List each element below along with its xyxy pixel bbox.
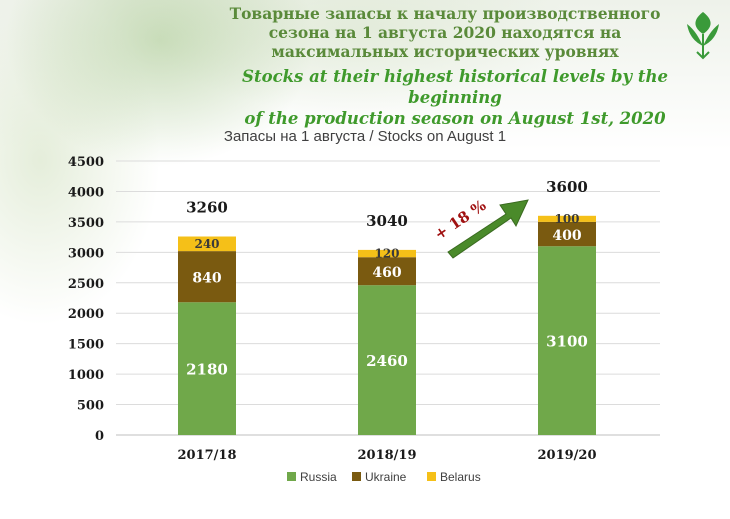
- data-label: 2460: [366, 352, 408, 370]
- title-en-line: of the production season on August 1st, …: [244, 109, 666, 128]
- y-tick-label: 4000: [68, 185, 104, 200]
- legend-label: Russia: [300, 470, 337, 484]
- y-tick-label: 500: [77, 399, 104, 414]
- data-label: 120: [374, 247, 399, 261]
- bar-segment-russia: [358, 285, 416, 435]
- data-label: 100: [554, 212, 579, 226]
- x-tick-label: 2018/19: [357, 448, 416, 463]
- bar-segment-ukraine: [538, 221, 596, 247]
- total-label: 3260: [186, 199, 228, 217]
- total-label: 3600: [546, 178, 588, 196]
- y-tick-label: 1000: [68, 368, 104, 383]
- bar-segment-ukraine: [358, 257, 416, 286]
- legend-label: Belarus: [440, 470, 481, 484]
- data-label: 240: [194, 237, 219, 251]
- y-tick-label: 2500: [68, 277, 104, 292]
- title-english: Stocks at their highest historical level…: [195, 66, 715, 129]
- total-label: 3040: [366, 212, 408, 230]
- data-label: 460: [372, 265, 401, 281]
- y-tick-label: 3500: [68, 216, 104, 231]
- title-ru-line: сезона на 1 августа 2020 находятся на: [268, 23, 622, 42]
- bar-segment-belarus: [178, 236, 236, 252]
- data-label: 3100: [546, 333, 588, 351]
- leaf-logo-icon: [683, 8, 723, 64]
- x-tick-label: 2019/20: [537, 448, 596, 463]
- legend-swatch-ukraine: [352, 472, 361, 481]
- title-russian: Товарные запасы к началу производственно…: [195, 4, 695, 61]
- x-axis-labels: 2017/18 2018/19 2019/20: [177, 448, 596, 463]
- bar-segment-russia: [178, 302, 236, 435]
- legend: Russia Ukraine Belarus: [287, 470, 481, 484]
- legend-swatch-russia: [287, 472, 296, 481]
- y-tick-label: 3000: [68, 246, 104, 261]
- data-label: 2180: [186, 361, 228, 379]
- title-ru-line: максимальных исторических уровнях: [271, 42, 619, 61]
- legend-swatch-belarus: [427, 472, 436, 481]
- y-axis-ticks: 0 500 1000 1500 2000 2500 3000 3500 4000 4500: [68, 155, 104, 444]
- y-tick-label: 2000: [68, 307, 104, 322]
- growth-annotation: + 18 %: [431, 196, 529, 259]
- bars: 2180 840 240 3260 2460 460 120 3040 3100 400 100 36…: [178, 178, 596, 435]
- data-label: 400: [552, 228, 581, 244]
- y-tick-label: 0: [95, 429, 104, 444]
- y-tick-label: 4500: [68, 155, 104, 170]
- bar-segment-belarus: [358, 249, 416, 258]
- title-ru-line: Товарные запасы к началу производственно…: [229, 4, 661, 23]
- legend-label: Ukraine: [365, 470, 407, 484]
- data-label: 840: [192, 271, 221, 287]
- title-en-line: Stocks at their highest historical level…: [242, 67, 668, 107]
- bar-segment-belarus: [538, 215, 596, 222]
- bar-segment-ukraine: [178, 251, 236, 303]
- y-tick-label: 1500: [68, 338, 104, 353]
- bar-segment-russia: [538, 246, 596, 435]
- x-tick-label: 2017/18: [177, 448, 236, 463]
- growth-arrow-icon: [447, 199, 529, 259]
- chart-title: Запасы на 1 августа / Stocks on August 1: [224, 128, 506, 145]
